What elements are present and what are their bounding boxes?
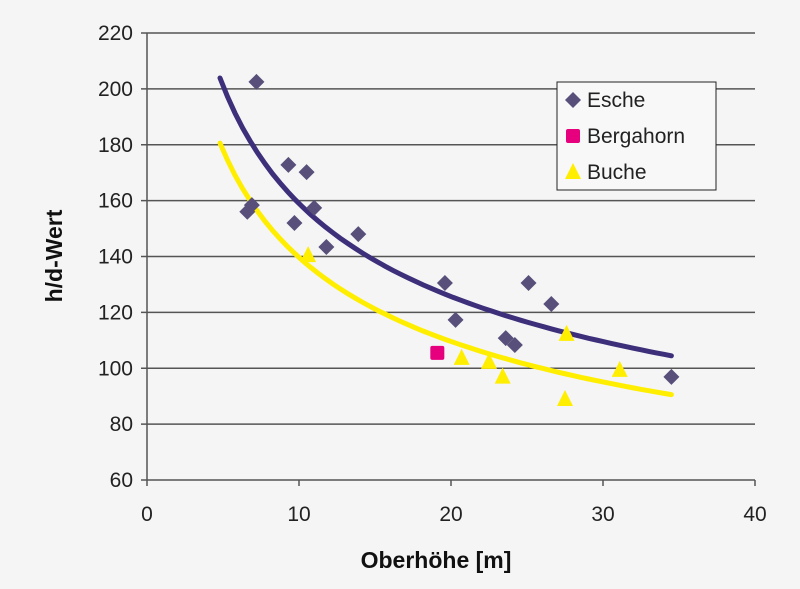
y-tick-label: 80 (110, 413, 133, 436)
data-points (239, 73, 680, 406)
point-bergahorn (430, 345, 445, 360)
x-tick-label: 20 (439, 503, 462, 526)
legend-marker-bergahorn (566, 129, 580, 143)
point-esche (506, 337, 523, 354)
point-esche (248, 73, 265, 90)
y-tick-label: 220 (98, 22, 133, 45)
trend-line-esche (217, 75, 674, 359)
y-tick-label: 60 (110, 469, 133, 492)
y-tick-label: 200 (98, 78, 133, 101)
trend-line-buche (217, 140, 674, 398)
point-esche (543, 295, 560, 312)
trend-lines (217, 75, 674, 398)
point-buche (300, 246, 317, 263)
y-tick-labels: 60 80 100 120 140 160 180 200 220 (98, 22, 133, 492)
point-esche (318, 239, 335, 256)
point-buche (481, 352, 497, 369)
point-buche (453, 348, 470, 365)
point-esche (286, 214, 303, 231)
x-tick-labels: 0 10 20 30 40 (141, 503, 767, 526)
point-esche (497, 330, 514, 347)
point-esche (520, 275, 537, 292)
point-esche (447, 311, 464, 328)
point-esche (239, 203, 256, 220)
point-esche (436, 275, 453, 292)
point-esche (350, 226, 367, 243)
x-tick-label: 30 (591, 503, 614, 526)
y-tick-label: 120 (98, 301, 133, 324)
point-esche (298, 164, 315, 181)
legend-marker-esche (565, 92, 581, 108)
point-buche (611, 360, 628, 377)
legend-marker-buche (565, 163, 581, 179)
legend-label-esche: Esche (587, 89, 645, 112)
y-tick-label: 160 (98, 190, 133, 213)
point-esche (306, 199, 323, 216)
point-buche (558, 324, 575, 341)
point-buche (494, 367, 511, 384)
x-tick-label: 40 (743, 503, 766, 526)
y-tick-label: 180 (98, 134, 133, 157)
x-axis-label: Oberhöhe [m] (361, 547, 512, 573)
legend-label-buche: Buche (587, 161, 647, 184)
y-tick-label: 100 (98, 357, 133, 380)
legend-label-bergahorn: Bergahorn (587, 125, 685, 148)
x-tick-label: 0 (141, 503, 153, 526)
legend: Esche Bergahorn Buche (556, 81, 717, 191)
y-axis-label: h/d-Wert (41, 209, 67, 302)
point-esche (663, 368, 680, 385)
point-esche (280, 156, 297, 173)
x-tick-label: 10 (287, 503, 310, 526)
y-tick-label: 140 (98, 246, 133, 269)
point-buche (557, 389, 573, 406)
